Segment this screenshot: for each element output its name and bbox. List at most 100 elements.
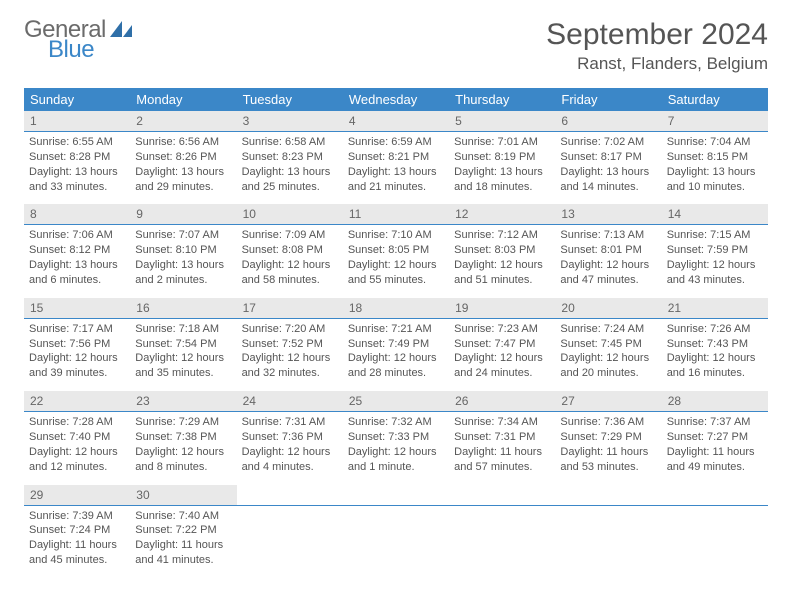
page-header: General Blue September 2024 Ranst, Fland… — [24, 18, 768, 74]
day-header-sunday: Sunday — [24, 88, 130, 111]
day-sunrise: Sunrise: 7:40 AM — [135, 509, 231, 524]
day-sunset: Sunset: 8:26 PM — [135, 150, 231, 165]
day-d2: and 47 minutes. — [560, 273, 656, 288]
day-d1: Daylight: 13 hours — [242, 165, 338, 180]
location-text: Ranst, Flanders, Belgium — [546, 54, 768, 74]
day-d1: Daylight: 11 hours — [454, 445, 550, 460]
day-d2: and 1 minute. — [348, 460, 444, 475]
day-number-cell: 23 — [130, 391, 236, 412]
day-sunset: Sunset: 8:03 PM — [454, 243, 550, 258]
day-cell: Sunrise: 7:13 AMSunset: 8:01 PMDaylight:… — [555, 225, 661, 298]
day-number-cell: 25 — [343, 391, 449, 412]
day-sunset: Sunset: 8:19 PM — [454, 150, 550, 165]
day-sunrise: Sunrise: 6:55 AM — [29, 135, 125, 150]
day-d1: Daylight: 12 hours — [135, 445, 231, 460]
day-d2: and 43 minutes. — [667, 273, 763, 288]
day-d1: Daylight: 13 hours — [454, 165, 550, 180]
day-d1: Daylight: 11 hours — [560, 445, 656, 460]
day-number-cell: 26 — [449, 391, 555, 412]
day-header-row: SundayMondayTuesdayWednesdayThursdayFrid… — [24, 88, 768, 111]
day-sunset: Sunset: 8:12 PM — [29, 243, 125, 258]
day-d2: and 28 minutes. — [348, 366, 444, 381]
day-sunrise: Sunrise: 7:04 AM — [667, 135, 763, 150]
day-sunset: Sunset: 8:01 PM — [560, 243, 656, 258]
day-cell: Sunrise: 7:12 AMSunset: 8:03 PMDaylight:… — [449, 225, 555, 298]
week-daynum-row: 15161718192021 — [24, 298, 768, 319]
day-number-cell: 15 — [24, 298, 130, 319]
day-number-cell: 7 — [662, 111, 768, 132]
day-d2: and 53 minutes. — [560, 460, 656, 475]
day-sunrise: Sunrise: 7:29 AM — [135, 415, 231, 430]
day-cell — [343, 505, 449, 578]
day-cell: Sunrise: 7:28 AMSunset: 7:40 PMDaylight:… — [24, 412, 130, 485]
day-cell: Sunrise: 7:24 AMSunset: 7:45 PMDaylight:… — [555, 318, 661, 391]
day-d2: and 35 minutes. — [135, 366, 231, 381]
day-sunrise: Sunrise: 7:26 AM — [667, 322, 763, 337]
day-sunset: Sunset: 8:21 PM — [348, 150, 444, 165]
day-sunset: Sunset: 8:17 PM — [560, 150, 656, 165]
week-row: Sunrise: 7:39 AMSunset: 7:24 PMDaylight:… — [24, 505, 768, 578]
day-d1: Daylight: 12 hours — [454, 351, 550, 366]
day-number-cell: 21 — [662, 298, 768, 319]
day-d1: Daylight: 12 hours — [29, 351, 125, 366]
day-number-cell: 9 — [130, 204, 236, 225]
day-cell: Sunrise: 6:59 AMSunset: 8:21 PMDaylight:… — [343, 132, 449, 205]
week-daynum-row: 1234567 — [24, 111, 768, 132]
day-number-cell — [555, 485, 661, 506]
day-number-cell: 17 — [237, 298, 343, 319]
day-d2: and 55 minutes. — [348, 273, 444, 288]
day-sunset: Sunset: 7:52 PM — [242, 337, 338, 352]
day-number-cell — [662, 485, 768, 506]
day-sunrise: Sunrise: 7:39 AM — [29, 509, 125, 524]
day-cell: Sunrise: 7:02 AMSunset: 8:17 PMDaylight:… — [555, 132, 661, 205]
week-row: Sunrise: 7:17 AMSunset: 7:56 PMDaylight:… — [24, 318, 768, 391]
day-sunset: Sunset: 7:40 PM — [29, 430, 125, 445]
day-number-cell: 19 — [449, 298, 555, 319]
day-cell: Sunrise: 7:21 AMSunset: 7:49 PMDaylight:… — [343, 318, 449, 391]
day-d2: and 4 minutes. — [242, 460, 338, 475]
day-d1: Daylight: 13 hours — [29, 165, 125, 180]
day-sunrise: Sunrise: 7:37 AM — [667, 415, 763, 430]
day-sunrise: Sunrise: 7:07 AM — [135, 228, 231, 243]
day-d2: and 57 minutes. — [454, 460, 550, 475]
day-cell: Sunrise: 7:32 AMSunset: 7:33 PMDaylight:… — [343, 412, 449, 485]
day-d1: Daylight: 13 hours — [348, 165, 444, 180]
day-number-cell: 11 — [343, 204, 449, 225]
day-cell: Sunrise: 7:01 AMSunset: 8:19 PMDaylight:… — [449, 132, 555, 205]
day-d1: Daylight: 13 hours — [29, 258, 125, 273]
day-sunset: Sunset: 7:27 PM — [667, 430, 763, 445]
day-sunset: Sunset: 7:24 PM — [29, 523, 125, 538]
day-header-wednesday: Wednesday — [343, 88, 449, 111]
day-sunset: Sunset: 7:31 PM — [454, 430, 550, 445]
day-number-cell: 24 — [237, 391, 343, 412]
day-d2: and 6 minutes. — [29, 273, 125, 288]
day-d2: and 14 minutes. — [560, 180, 656, 195]
day-cell: Sunrise: 6:58 AMSunset: 8:23 PMDaylight:… — [237, 132, 343, 205]
week-row: Sunrise: 7:06 AMSunset: 8:12 PMDaylight:… — [24, 225, 768, 298]
day-number-cell: 22 — [24, 391, 130, 412]
day-sunset: Sunset: 8:05 PM — [348, 243, 444, 258]
day-sunset: Sunset: 7:29 PM — [560, 430, 656, 445]
day-sunrise: Sunrise: 6:59 AM — [348, 135, 444, 150]
day-number-cell: 6 — [555, 111, 661, 132]
day-number-cell: 2 — [130, 111, 236, 132]
day-sunrise: Sunrise: 7:34 AM — [454, 415, 550, 430]
day-d2: and 16 minutes. — [667, 366, 763, 381]
day-d1: Daylight: 12 hours — [667, 258, 763, 273]
day-sunrise: Sunrise: 7:15 AM — [667, 228, 763, 243]
day-header-monday: Monday — [130, 88, 236, 111]
day-d1: Daylight: 12 hours — [560, 258, 656, 273]
day-d1: Daylight: 13 hours — [135, 258, 231, 273]
day-sunset: Sunset: 8:23 PM — [242, 150, 338, 165]
day-d1: Daylight: 12 hours — [135, 351, 231, 366]
day-d2: and 24 minutes. — [454, 366, 550, 381]
day-d1: Daylight: 13 hours — [667, 165, 763, 180]
month-title: September 2024 — [546, 18, 768, 52]
day-sunrise: Sunrise: 7:06 AM — [29, 228, 125, 243]
day-sunset: Sunset: 7:43 PM — [667, 337, 763, 352]
day-sunrise: Sunrise: 6:58 AM — [242, 135, 338, 150]
day-d2: and 39 minutes. — [29, 366, 125, 381]
day-sunrise: Sunrise: 7:01 AM — [454, 135, 550, 150]
day-number-cell — [237, 485, 343, 506]
day-sunrise: Sunrise: 7:21 AM — [348, 322, 444, 337]
